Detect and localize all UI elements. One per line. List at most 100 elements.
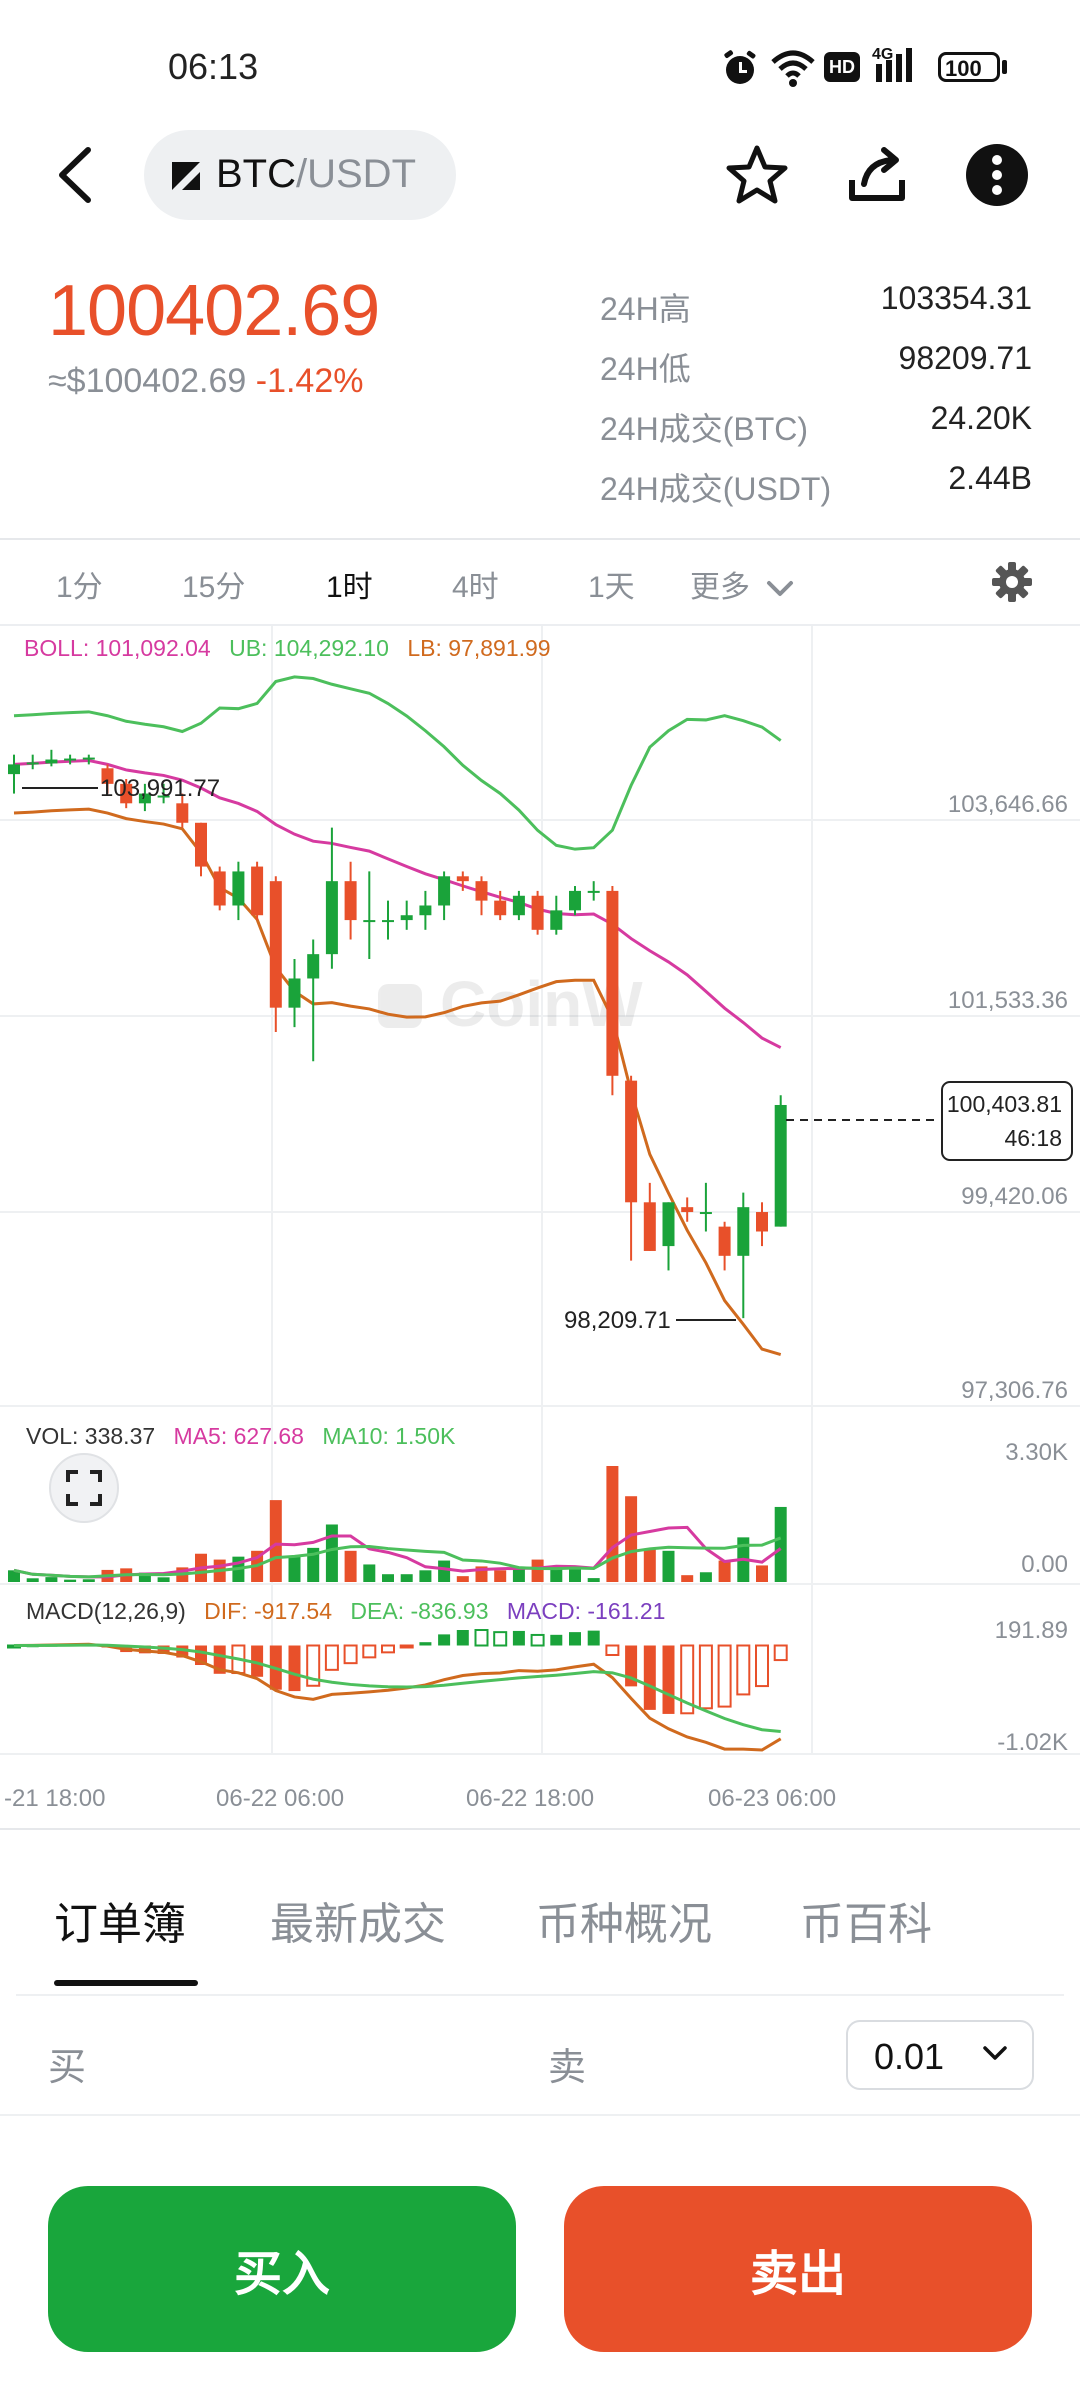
macd-bar <box>419 1642 432 1646</box>
macd-histogram-group <box>7 1629 788 1715</box>
tab-orderbook[interactable]: 订单簿 <box>54 1900 186 1949</box>
candle-down <box>101 768 114 784</box>
candle-down <box>494 900 507 916</box>
volume-bar <box>494 1570 507 1582</box>
pair-selector[interactable]: BTC/USDT <box>144 130 456 220</box>
macd-bar <box>587 1630 600 1646</box>
favorite-star-icon[interactable] <box>722 140 792 210</box>
macd-bar <box>362 1644 377 1659</box>
candle-up <box>774 1104 787 1227</box>
orderbook-buy-header: 买 <box>48 2047 87 2089</box>
volume-bar <box>269 1500 282 1582</box>
volume-bar <box>456 1576 469 1582</box>
volume-bar <box>643 1548 656 1582</box>
boll-ub-label: UB: 104,292.10 <box>229 635 389 661</box>
share-icon[interactable] <box>842 140 912 210</box>
fullscreen-icon <box>66 1470 102 1506</box>
back-button[interactable] <box>48 140 108 210</box>
candle-down <box>606 890 619 1076</box>
volume-bar <box>756 1565 768 1582</box>
depth-precision-select[interactable]: 0.01 <box>846 2020 1034 2090</box>
macd-bar <box>530 1633 545 1647</box>
battery-level: 100 <box>945 56 982 81</box>
macd-bar <box>680 1644 695 1715</box>
wifi-icon <box>771 50 815 87</box>
interval-1m[interactable]: 1分 <box>56 571 103 604</box>
macd-bar <box>157 1645 170 1654</box>
interval-1d[interactable]: 1天 <box>588 571 635 604</box>
price-axis-tick-2: 101,533.36 <box>948 987 1068 1014</box>
boll-upper-band <box>13 675 782 851</box>
network-type: 4G <box>872 46 894 63</box>
candle-up <box>363 920 376 923</box>
candle-down <box>756 1212 768 1232</box>
volume-bar <box>662 1550 675 1582</box>
volume-bar <box>382 1574 394 1582</box>
macd-bar <box>755 1644 769 1688</box>
candle-up <box>512 895 525 916</box>
volume-bar <box>288 1556 301 1582</box>
vol-legend: VOL: 338.37 MA5: 627.68 MA10: 1.50K <box>26 1423 456 1449</box>
stat-value-24h-low: 98209.71 <box>898 340 1032 376</box>
boll-label: BOLL: 101,092.04 <box>24 635 211 661</box>
battery-tip <box>1002 60 1007 74</box>
interval-15m[interactable]: 15分 <box>182 571 246 604</box>
interval-bar: 1分 15分 1时 4时 1天 更多 <box>0 538 1080 626</box>
last-price: 100402.69 <box>48 271 380 351</box>
macd-bar <box>456 1630 469 1646</box>
current-price-value: 100,403.81 <box>947 1091 1062 1117</box>
macd-bar <box>399 1644 414 1649</box>
interval-1h[interactable]: 1时 <box>326 571 373 604</box>
interval-more[interactable]: 更多 <box>690 562 794 606</box>
volume-bar <box>157 1577 170 1582</box>
macd-axis-min: -1.02K <box>997 1729 1068 1756</box>
chart-settings-gear-icon[interactable] <box>990 560 1034 604</box>
candle-up <box>419 905 432 916</box>
tab-latest-trades[interactable]: 最新成交 <box>270 1900 446 1949</box>
time-axis-tick-3: 06-22 18:00 <box>466 1785 594 1812</box>
candle-down <box>718 1226 731 1256</box>
high-marker-label: 103,991.77 <box>100 775 220 802</box>
boll-lower-band <box>13 807 782 1357</box>
macd-bar <box>550 1634 563 1646</box>
candle-up <box>26 762 39 765</box>
buy-button[interactable]: 买入 <box>48 2186 516 2352</box>
candle-up <box>737 1207 750 1256</box>
time-axis-tick-4: 06-23 06:00 <box>708 1785 836 1812</box>
candle-down <box>456 876 469 882</box>
price-axis-tick-1: 103,646.66 <box>948 791 1068 818</box>
candle-up <box>400 915 413 921</box>
volume-bar <box>625 1496 638 1582</box>
tab-coin-wiki[interactable]: 币百科 <box>800 1900 932 1949</box>
volume-bars-group <box>8 1466 787 1582</box>
macd-bar <box>213 1645 226 1674</box>
stat-value-24h-vol-btc: 24.20K <box>930 400 1032 436</box>
macd-dea-line <box>13 1643 781 1734</box>
stat-value-24h-high: 103354.31 <box>880 280 1032 316</box>
more-options-icon[interactable] <box>962 140 1032 210</box>
vol-label: VOL: 338.37 <box>26 1423 155 1449</box>
time-axis-tick-1: -21 18:00 <box>4 1785 105 1812</box>
stat-label-24h-vol-usdt: 24H成交(USDT) <box>600 471 832 507</box>
sell-button[interactable]: 卖出 <box>564 2186 1032 2352</box>
macd-axis-max: 191.89 <box>995 1617 1068 1644</box>
fullscreen-button[interactable] <box>49 1453 119 1523</box>
pair-base: BTC <box>216 152 296 196</box>
stat-label-24h-low: 24H低 <box>600 351 691 387</box>
interval-4h[interactable]: 4时 <box>452 571 499 604</box>
volume-bar <box>569 1568 581 1582</box>
volume-bar <box>718 1560 731 1582</box>
vol-ma10-label: MA10: 1.50K <box>322 1423 456 1449</box>
candle-up <box>64 758 77 761</box>
volume-bar <box>531 1559 544 1582</box>
candle-up <box>8 764 20 775</box>
tab-coin-overview[interactable]: 币种概况 <box>536 1900 712 1949</box>
stat-label-24h-high: 24H高 <box>600 291 691 327</box>
macd-legend: MACD(12,26,9) DIF: -917.54 DEA: -836.93 … <box>26 1598 665 1624</box>
macd-bar <box>381 1644 395 1654</box>
candle-up <box>232 871 245 906</box>
macd-dif-label: DIF: -917.54 <box>204 1598 332 1624</box>
candlestick-chart[interactable]: CoinW BOLL: 101,092.04 UB: 104,292.10 LB… <box>0 626 1080 1824</box>
candle-down <box>625 1080 638 1203</box>
watermark-logo: CoinW <box>378 968 643 1040</box>
